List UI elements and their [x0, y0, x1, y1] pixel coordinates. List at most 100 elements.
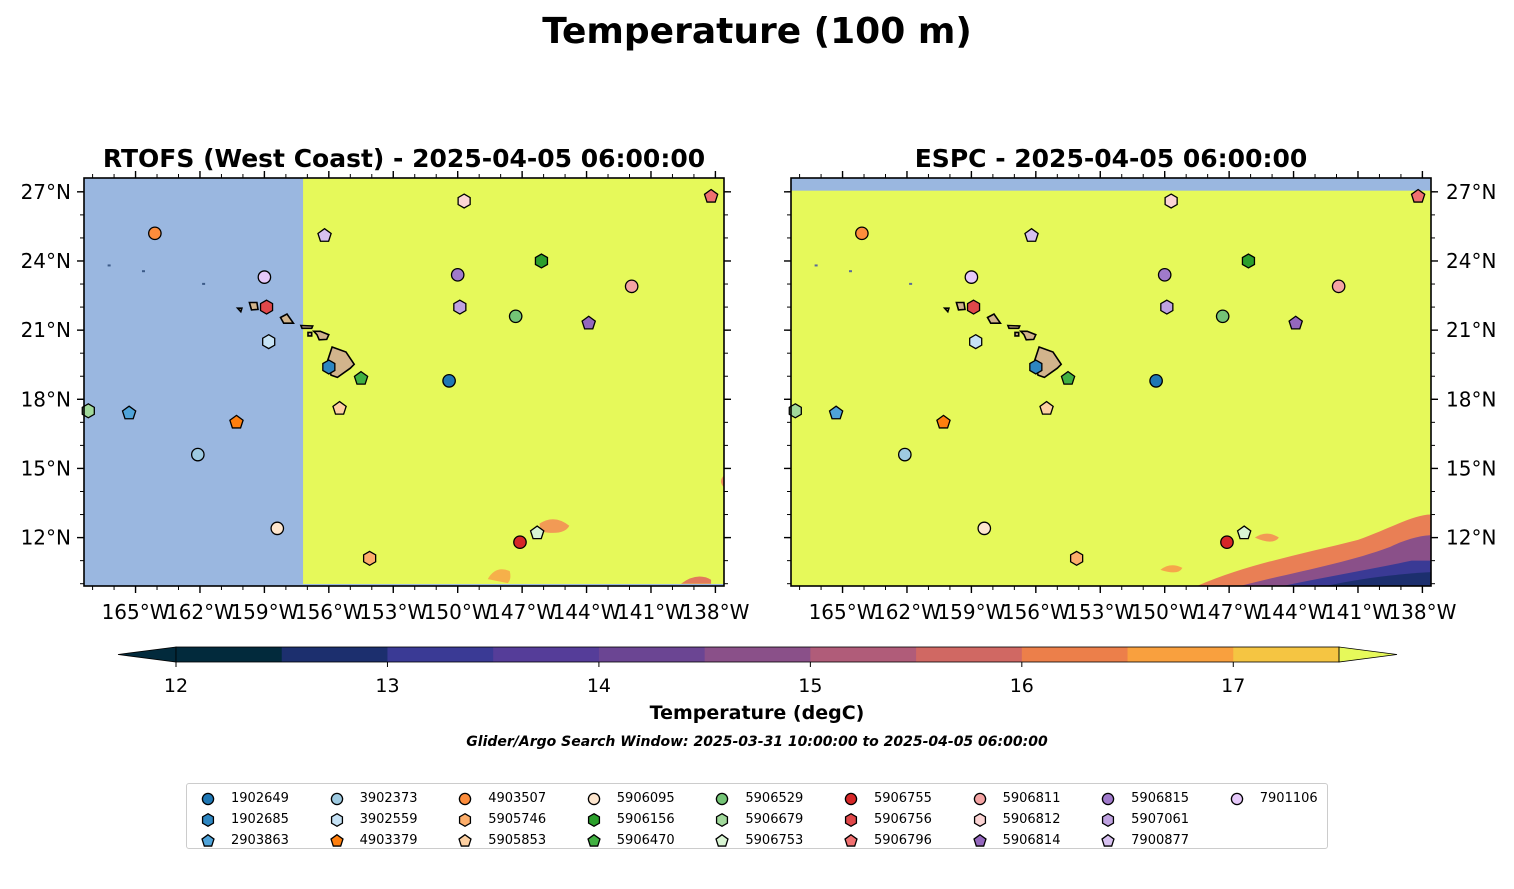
colorbar-segment	[704, 647, 811, 662]
legend-item: 5906812	[969, 809, 1098, 830]
hawaii-island	[311, 330, 330, 341]
legend-item: 5906815	[1097, 788, 1226, 809]
colorbar-segment	[387, 647, 494, 662]
atoll	[202, 282, 206, 285]
float-marker-5906796	[1410, 188, 1426, 203]
lon-label: 162°W	[166, 600, 234, 624]
legend-marker	[716, 792, 729, 805]
legend-marker	[844, 833, 858, 847]
float-marker-5906815	[1157, 267, 1172, 282]
legend-marker	[1102, 812, 1115, 827]
colorbar-frame	[175, 646, 1340, 663]
float-marker-7901106	[964, 270, 979, 284]
legend-marker	[715, 833, 730, 847]
cool-water-patch	[487, 569, 511, 584]
cool-water-patch	[1254, 533, 1279, 542]
hexagon-marker-icon	[459, 812, 472, 827]
pentagon-marker-icon	[458, 833, 472, 847]
float-marker-7900877	[317, 227, 332, 242]
legend-marker	[1101, 792, 1115, 805]
legend-label: 4903379	[359, 833, 418, 848]
legend-label: 4903507	[488, 791, 547, 806]
float-marker-1902649	[442, 373, 456, 388]
colorbar-min-extension	[117, 646, 177, 663]
lon-label: 150°W	[1131, 600, 1199, 624]
legend-marker	[330, 812, 343, 827]
circle-marker-icon	[1230, 792, 1243, 805]
legend-marker	[1101, 833, 1115, 847]
float-marker-1902649	[1149, 373, 1163, 388]
legend-item: 1902685	[197, 809, 326, 830]
float-marker-5906811	[624, 279, 639, 294]
legend-label: 5906095	[616, 791, 675, 806]
cool-water-patch	[539, 519, 570, 533]
hawaii-island	[942, 307, 950, 314]
float-marker-5906679	[81, 403, 95, 419]
float-marker-5906156	[534, 253, 549, 269]
legend-marker	[844, 792, 858, 805]
float-marker-5906815	[450, 267, 465, 282]
pentagon-marker-icon	[1101, 833, 1115, 847]
lon-label: 156°W	[1002, 600, 1070, 624]
lat-label: 21°N	[21, 318, 71, 342]
legend-label: 7901106	[1259, 791, 1318, 806]
legend-item: 7901106	[1226, 788, 1355, 809]
hawaii-island	[248, 301, 259, 311]
hawaii-island	[1006, 324, 1021, 330]
legend-label: 5906753	[745, 833, 804, 848]
float-marker-5906756	[259, 299, 274, 315]
rtofs-panel-title: RTOFS (West Coast) - 2025-04-05 06:00:00	[103, 144, 705, 173]
colorbar-segment	[176, 647, 283, 662]
hexagon-marker-icon	[973, 812, 986, 827]
legend-item: 5906529	[711, 788, 840, 809]
float-marker-4903379	[936, 414, 951, 429]
colorbar-segment	[1127, 647, 1234, 662]
lat-label: 27°N	[1446, 180, 1496, 204]
legend-marker	[587, 812, 600, 827]
float-marker-5906529	[508, 309, 523, 324]
legend-label: 5906814	[1002, 833, 1061, 848]
legend-item: 3902373	[326, 788, 455, 809]
legend-item: 5906095	[583, 788, 712, 809]
legend-label: 5906156	[616, 812, 675, 827]
legend-item: 2903863	[197, 830, 326, 851]
colorbar-tick-label: 17	[1221, 675, 1245, 697]
hawaii-island	[235, 307, 243, 314]
legend-marker	[973, 792, 986, 805]
colorbar-segment	[916, 647, 1023, 662]
hexagon-marker-icon	[587, 812, 600, 827]
lon-label: 141°W	[1324, 600, 1392, 624]
legend-label: 5906812	[1002, 812, 1061, 827]
float-marker-2903863	[121, 405, 137, 420]
map-frame	[83, 177, 725, 587]
float-marker-5906470	[353, 370, 369, 385]
atoll	[141, 270, 145, 273]
atoll	[909, 282, 913, 285]
lat-label: 27°N	[21, 180, 71, 204]
atoll	[814, 264, 818, 267]
float-marker-4903507	[855, 226, 869, 241]
legend-label: 5906811	[1002, 791, 1061, 806]
no-data-strip	[791, 178, 1431, 191]
legend-marker	[330, 792, 343, 805]
circle-marker-icon	[844, 792, 858, 805]
lat-label: 12°N	[1446, 526, 1496, 550]
legend-item: 5906811	[969, 788, 1098, 809]
lon-label: 147°W	[1195, 600, 1263, 624]
colorbar-tick-label: 16	[1010, 675, 1034, 697]
circle-marker-icon	[587, 792, 601, 805]
legend-marker	[1230, 792, 1243, 805]
float-marker-5906753	[529, 525, 545, 540]
legend-label: 5906796	[873, 833, 932, 848]
no-data-region	[84, 178, 304, 586]
legend-item: 4903507	[454, 788, 583, 809]
lon-label: 144°W	[1260, 600, 1328, 624]
legend-item: 5905853	[454, 830, 583, 851]
pentagon-marker-icon	[201, 833, 215, 847]
circle-marker-icon	[716, 792, 729, 805]
lat-label: 15°N	[21, 456, 71, 480]
colorbar-segment	[281, 647, 388, 662]
legend-item: 4903379	[326, 830, 455, 851]
float-marker-5905853	[332, 400, 347, 415]
